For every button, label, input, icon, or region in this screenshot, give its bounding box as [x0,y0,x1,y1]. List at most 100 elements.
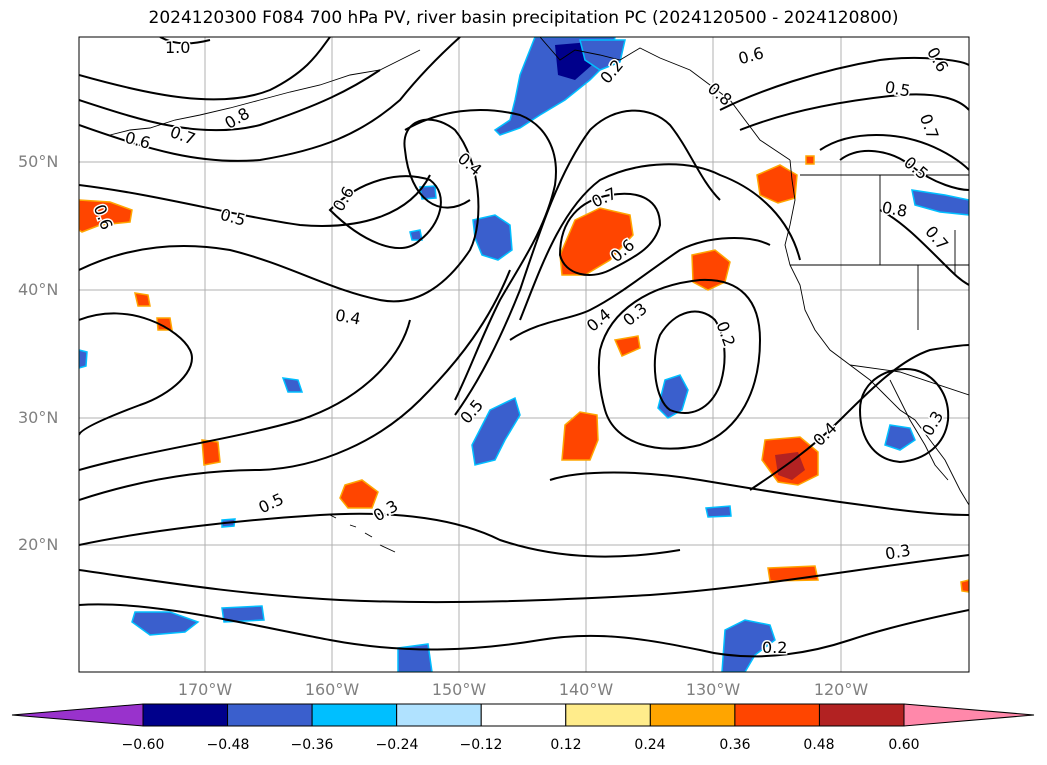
colorbar-segment [480,703,567,727]
contour-label: 0.7 [916,111,943,141]
lon-label: 150°W [431,680,487,699]
contour-label: 0.3 [619,299,651,330]
lon-label: 160°W [304,680,360,699]
contour-0.7-ne [819,134,969,171]
neg-area-south-2 [221,605,265,623]
contour-label: 0.7 [921,222,952,254]
contour-0.3-lower [79,512,681,558]
neg-area-small-1 [281,377,304,393]
contour-label: 0.5 [256,489,287,517]
contour-label: 0.2 [762,638,787,657]
contour-0.6-mid [519,163,801,321]
negative-precip-areas [79,37,969,672]
neg-area-south-3 [397,643,433,672]
lon-label: 170°W [177,680,233,699]
pv-contours [79,37,969,658]
colorbar-segment [227,703,313,727]
contour-0.5-north [79,174,431,227]
colorbar-segment [734,703,820,727]
pos-area-east-edge [960,579,969,593]
coast-baja [889,379,949,481]
lat-label: 40°N [18,280,59,299]
neg-area-central-long [471,396,521,466]
neg-area-bc-coast [911,189,969,216]
state-borders [790,175,969,330]
colorbar-tick-label: 0.48 [803,737,835,753]
contour-label: 0.6 [736,43,766,68]
colorbar-segment [565,703,651,727]
colorbar-tick-label: −0.24 [375,737,419,753]
contour-0.3-southwest [79,319,411,471]
contour-0.5-central [79,312,193,436]
contour-label: 0.5 [900,153,932,184]
contour-label: 1.0 [165,38,190,57]
pos-area-small-4 [201,439,221,466]
contour-label: 0.4 [583,305,615,336]
pos-area-central [561,411,599,461]
contour-0.5-ne [719,56,969,111]
colorbar-tick-label: 0.24 [634,737,666,753]
contour-label: 0.3 [884,540,912,563]
contour-label: 0.6 [123,128,153,153]
contour-label: 0.5 [883,77,911,100]
coast-alaska [539,37,791,161]
neg-area-small-2 [705,505,732,518]
pos-area-small-3 [613,335,641,357]
map-title: 2024120300 F084 700 hPa PV, river basin … [148,8,899,28]
pos-area-small-1 [134,292,151,307]
colorbar [11,703,1035,727]
border-us-mexico [849,364,969,396]
contour-0.4-mid [509,237,771,341]
contour-1.0 [159,37,211,45]
neg-area-north [579,39,626,71]
lon-label: 140°W [558,680,614,699]
contour-0.6-nw [79,37,461,162]
contour-0.6-ne [739,93,969,131]
contour-label: 0.7 [589,184,620,212]
contour-0.5-long [454,109,721,416]
coast-bc [784,159,969,506]
colorbar-segment [142,703,229,727]
pos-area-south-central [339,479,379,509]
pos-area-dot [805,155,815,165]
neg-area-south-4 [721,619,776,672]
lon-label: 130°W [685,680,741,699]
contour-0.4-a [79,118,480,303]
contour-0.7-east [879,209,969,286]
pos-area-baja-core [775,452,805,480]
colorbar-tick-label: −0.60 [121,737,165,753]
pos-area-small-2 [156,317,173,331]
positive-precip-areas [79,155,969,593]
contour-0.4-b [404,109,557,401]
pos-area-mid-ridge [559,207,634,276]
contour-0.2-closed [549,471,969,516]
contour-label: 0.4 [334,305,362,328]
contour-0.3-low [597,278,762,450]
contour-0.2-lower [79,554,969,604]
contour-0.8-ne [839,149,969,191]
colorbar-tick-label: −0.48 [206,737,250,753]
colorbar-tick-label: 0.60 [888,737,920,753]
neg-area-south-1 [131,611,200,636]
contour-0.3-south [79,269,511,501]
colorbar-segment [311,703,398,727]
plot-frame [78,36,970,673]
contour-0.6-loop [328,175,442,250]
neg-area-mexico [884,424,916,451]
colorbar-extend-left [11,703,144,727]
colorbar-segment [818,703,905,727]
colorbar-tick-label: −0.36 [290,737,334,753]
lat-label: 50°N [18,152,59,171]
colorbar-segment [649,703,736,727]
contour-0.8 [79,37,331,101]
colorbar-tick-label: 0.12 [550,737,582,753]
hawaii [329,514,396,553]
lon-label: 120°W [813,680,869,699]
contour-label: 0.5 [218,205,248,230]
contour-label: 0.3 [918,408,947,440]
neg-area-west-edge [79,349,88,369]
lat-label: 20°N [18,535,59,554]
pos-area-east-mid [691,249,731,291]
contour-0.2-low [653,310,726,414]
